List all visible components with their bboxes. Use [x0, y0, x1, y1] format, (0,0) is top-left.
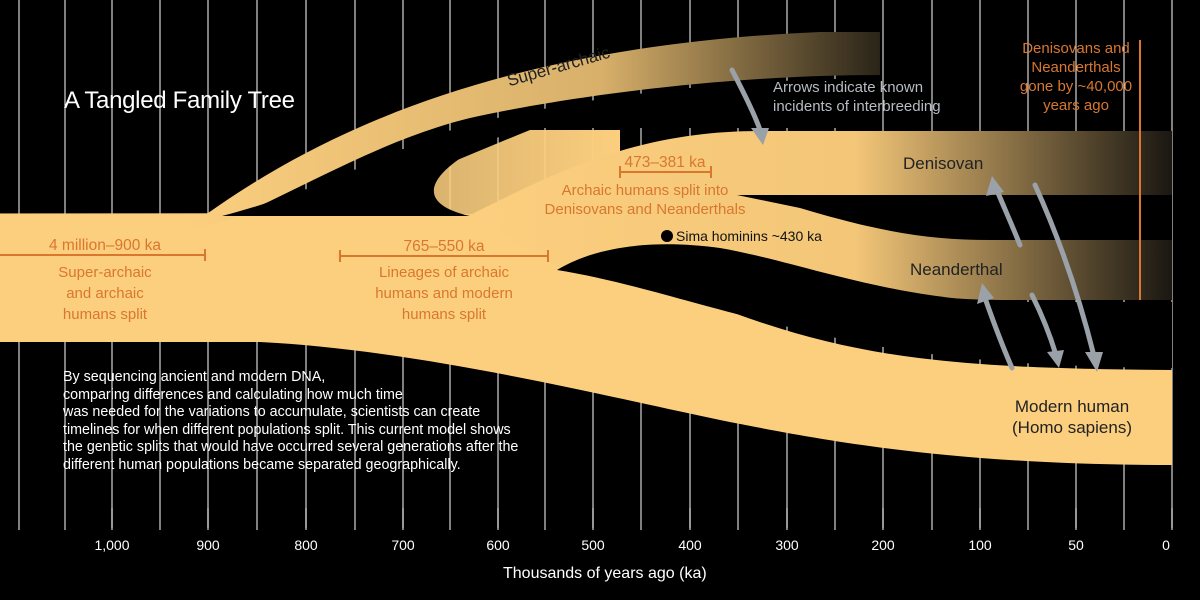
sima-marker [661, 230, 673, 242]
extinction-note-line1: Denisovans and [1022, 40, 1130, 57]
tick-label: 200 [871, 537, 895, 553]
gap-super-archaic [222, 78, 880, 216]
split-caption-2-line2: humans and modern [375, 285, 513, 302]
archaic-band [470, 131, 1172, 300]
neanderthal-label: Neanderthal [910, 260, 1003, 279]
description-line: timelines for when different populations… [63, 421, 511, 438]
tick-label: 500 [581, 537, 605, 553]
axis-title: Thousands of years ago (ka) [503, 565, 707, 582]
tick-label: 600 [486, 537, 510, 553]
tick-label: 100 [968, 537, 992, 553]
split-caption-3-line1: Archaic humans split into [561, 182, 729, 199]
tick-label: 900 [196, 537, 220, 553]
arrow-denisovan-to-modern [1032, 182, 1097, 359]
tick-label: 700 [391, 537, 415, 553]
split-caption-2-line3: humans split [401, 306, 487, 323]
sima-label: Sima hominins ~430 ka [676, 228, 822, 244]
tick-label: 800 [294, 537, 318, 553]
split-caption-3-line2: Denisovans and Neanderthals [544, 201, 746, 218]
modern-human-label-line2: (Homo sapiens) [1012, 418, 1132, 437]
arrow-heads [751, 128, 1103, 372]
description-paragraph: By sequencing ancient and modern DNA, co… [63, 369, 583, 475]
description-line: the genetic splits that would have occur… [63, 439, 519, 456]
split-range-3: 473–381 ka [624, 154, 706, 171]
description-line: different human populations became separ… [63, 456, 461, 473]
split-range-2: 765–550 ka [403, 238, 485, 255]
arrow-modern-to-neanderthal [982, 295, 1015, 371]
arrows-note-line1: Arrows indicate known [773, 79, 924, 96]
modern-human-label-line1: Modern human [1014, 397, 1130, 416]
arrow-neanderthal-to-modern [1029, 292, 1059, 358]
split-caption-1-line2: and archaic [66, 285, 144, 302]
tick-label: 400 [678, 537, 702, 553]
page-title: A Tangled Family Tree [64, 87, 295, 114]
description-line: comparing differences and calculating ho… [63, 386, 403, 403]
extinction-note-line4: years ago [1043, 97, 1109, 114]
tick-label: 50 [1068, 537, 1084, 553]
description-line: By sequencing ancient and modern DNA, [63, 369, 326, 385]
split-range-1: 4 million–900 ka [48, 237, 161, 254]
arrows-note-line2: incidents of interbreeding [773, 98, 941, 115]
tick-label: 300 [775, 537, 799, 553]
split-caption-1-line1: Super-archaic [58, 264, 152, 281]
modern-human-band [0, 214, 1172, 465]
tick-label: 0 [1162, 537, 1170, 553]
split-caption-1-line3: humans split [62, 306, 148, 323]
split-caption-2-line1: Lineages of archaic [378, 264, 510, 281]
extinction-note-line2: Neanderthals [1031, 59, 1121, 76]
axis-ticks [111, 508, 1173, 528]
gap-archaic-modern [557, 244, 1172, 368]
denisovan-label: Denisovan [903, 154, 984, 173]
split-range-bars [0, 166, 712, 262]
extinction-note-line3: gone by ~40,000 [1019, 78, 1133, 95]
tick-label: 1,000 [94, 537, 130, 553]
super-archaic-band [185, 32, 880, 230]
gap-denisovan-neanderthal [737, 195, 1172, 240]
arrow-super-to-denisovan [729, 67, 763, 133]
description-line: was needed for the variations to accumul… [63, 404, 481, 421]
